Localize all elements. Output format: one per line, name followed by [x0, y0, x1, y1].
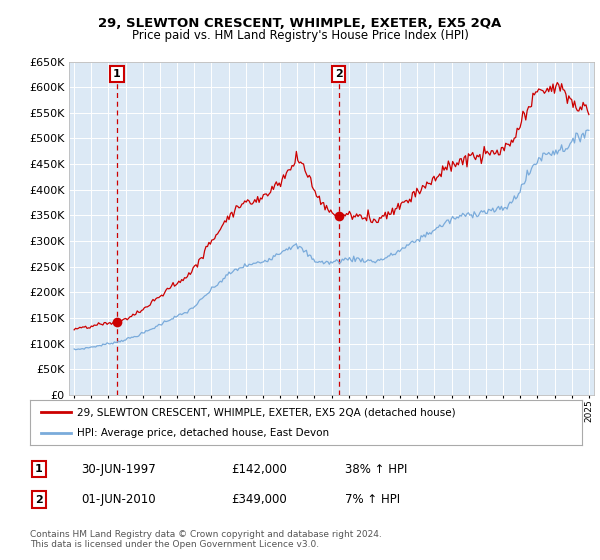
- Text: 2: 2: [335, 69, 343, 80]
- Text: 30-JUN-1997: 30-JUN-1997: [81, 463, 156, 476]
- Text: £349,000: £349,000: [231, 493, 287, 506]
- Text: 38% ↑ HPI: 38% ↑ HPI: [345, 463, 407, 476]
- Text: HPI: Average price, detached house, East Devon: HPI: Average price, detached house, East…: [77, 428, 329, 438]
- Text: £142,000: £142,000: [231, 463, 287, 476]
- Text: 29, SLEWTON CRESCENT, WHIMPLE, EXETER, EX5 2QA: 29, SLEWTON CRESCENT, WHIMPLE, EXETER, E…: [98, 17, 502, 30]
- Text: This data is licensed under the Open Government Licence v3.0.: This data is licensed under the Open Gov…: [30, 540, 319, 549]
- Text: 7% ↑ HPI: 7% ↑ HPI: [345, 493, 400, 506]
- Text: 29, SLEWTON CRESCENT, WHIMPLE, EXETER, EX5 2QA (detached house): 29, SLEWTON CRESCENT, WHIMPLE, EXETER, E…: [77, 408, 455, 418]
- Text: 01-JUN-2010: 01-JUN-2010: [81, 493, 155, 506]
- Text: 1: 1: [113, 69, 121, 80]
- Text: Price paid vs. HM Land Registry's House Price Index (HPI): Price paid vs. HM Land Registry's House …: [131, 29, 469, 42]
- Text: 2: 2: [35, 494, 43, 505]
- Text: 1: 1: [35, 464, 43, 474]
- Text: Contains HM Land Registry data © Crown copyright and database right 2024.: Contains HM Land Registry data © Crown c…: [30, 530, 382, 539]
